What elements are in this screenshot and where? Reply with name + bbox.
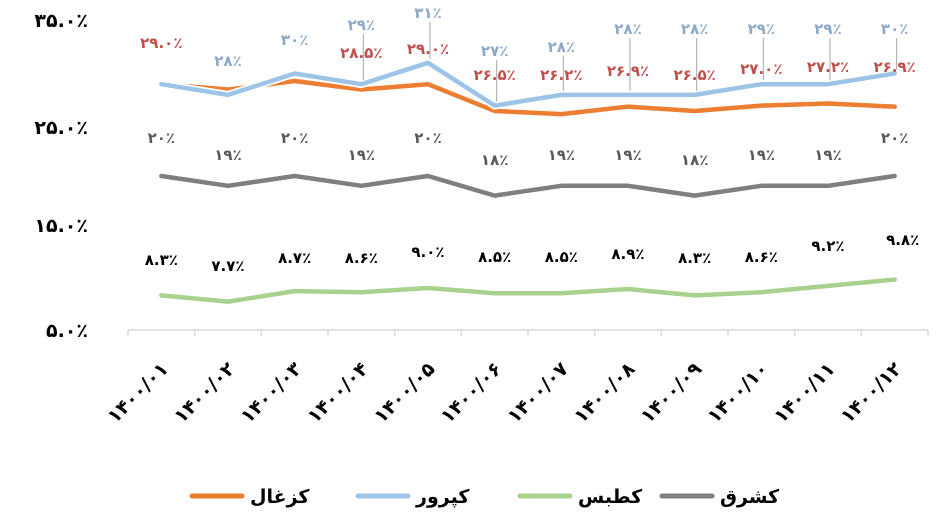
series-line (159, 277, 897, 304)
data-label: ۱۸٪ (481, 151, 508, 169)
data-label: ۳۰٪ (281, 31, 308, 49)
data-label: ۷.۷٪ (211, 257, 244, 275)
data-label: ۲۹٪ (814, 20, 841, 38)
data-label: ۳۱٪ (414, 4, 441, 22)
y-tick-label: ۲۵.۰٪ (34, 117, 88, 139)
data-label: ۸.۳٪ (145, 251, 178, 269)
data-label: ۲۰٪ (881, 129, 908, 147)
data-label: ۲۷٪ (481, 42, 508, 60)
data-label: ۲۰٪ (148, 129, 175, 147)
data-label: ۳۰٪ (881, 20, 908, 38)
x-tick-label: ۱۴۰۰/۰۶ (437, 358, 507, 428)
x-tick-label: ۱۴۰۰/۰۷ (503, 358, 573, 428)
legend-label: كزغال (250, 486, 310, 508)
data-label: ۱۹٪ (614, 146, 641, 164)
data-label: ۹.۸٪ (886, 231, 919, 249)
y-tick-label: ۵.۰٪ (46, 320, 88, 342)
data-label: ۲۶.۹٪ (874, 58, 916, 76)
data-label: ۸.۵٪ (545, 248, 578, 266)
x-tick-label: ۱۴۰۰/۰۸ (570, 358, 640, 428)
data-label: ۸.۷٪ (278, 249, 311, 267)
data-label: ۲۷.۲٪ (807, 58, 849, 76)
data-label: ۸.۵٪ (478, 248, 511, 266)
x-tick-label: ۱۴۰۰/۱۰ (703, 358, 773, 428)
data-label: ۱۹٪ (548, 146, 575, 164)
data-label: ۸.۶٪ (345, 249, 378, 267)
series-line (159, 173, 897, 198)
data-label: ۲۰٪ (414, 129, 441, 147)
data-label: ۹.۲٪ (811, 237, 844, 255)
data-label: ۱۹٪ (214, 146, 241, 164)
data-label: ۱۹٪ (348, 146, 375, 164)
x-tick-label: ۱۴۰۰/۰۳ (237, 358, 307, 428)
x-tick-label: ۱۴۰۰/۰۴ (303, 358, 373, 428)
data-label: ۲۰٪ (281, 129, 308, 147)
data-label: ۱۹٪ (814, 146, 841, 164)
x-tick-label: ۱۴۰۰/۰۹ (637, 358, 707, 428)
data-label: ۲۸.۵٪ (340, 44, 382, 62)
y-tick-label: ۳۵.۰٪ (34, 10, 88, 32)
x-tick-label: ۱۴۰۰/۰۱ (103, 358, 173, 428)
data-label: ۲۹.۰٪ (140, 34, 182, 52)
data-label: ۲۸٪ (681, 20, 708, 38)
x-tick-label: ۱۴۰۰/۰۵ (370, 358, 440, 428)
data-label: ۲۸٪ (614, 20, 641, 38)
x-tick-label: ۱۴۰۰/۱۱ (770, 358, 840, 428)
data-label: ۱۹٪ (748, 146, 775, 164)
legend-label: کشرق (720, 486, 780, 508)
data-label: ۲۶.۵٪ (474, 66, 516, 84)
legend-label: کپرور (415, 486, 470, 508)
series-line (159, 78, 897, 117)
data-label: ۲۹.۰٪ (407, 40, 449, 58)
data-label: ۲۷.۰٪ (740, 60, 782, 78)
data-label: ۲۸٪ (548, 38, 575, 56)
data-label: ۲۶.۵٪ (674, 66, 716, 84)
data-label: ۸.۳٪ (678, 249, 711, 267)
legend-label: کطبس (578, 486, 643, 508)
data-label: ۲۸٪ (214, 52, 241, 70)
y-tick-label: ۱۵.۰٪ (34, 215, 88, 237)
data-label: ۲۶.۲٪ (540, 66, 582, 84)
x-tick-label: ۱۴۰۰/۱۲ (837, 358, 907, 428)
data-label: ۲۹٪ (348, 16, 375, 34)
data-label: ۲۹٪ (748, 20, 775, 38)
data-label: ۸.۶٪ (745, 248, 778, 266)
data-label: ۹.۰٪ (411, 243, 444, 261)
x-tick-label: ۱۴۰۰/۰۲ (170, 358, 240, 428)
series-line (159, 60, 897, 108)
data-label: ۱۸٪ (681, 151, 708, 169)
data-label: ۲۶.۹٪ (607, 62, 649, 80)
data-label: ۸.۹٪ (611, 245, 644, 263)
